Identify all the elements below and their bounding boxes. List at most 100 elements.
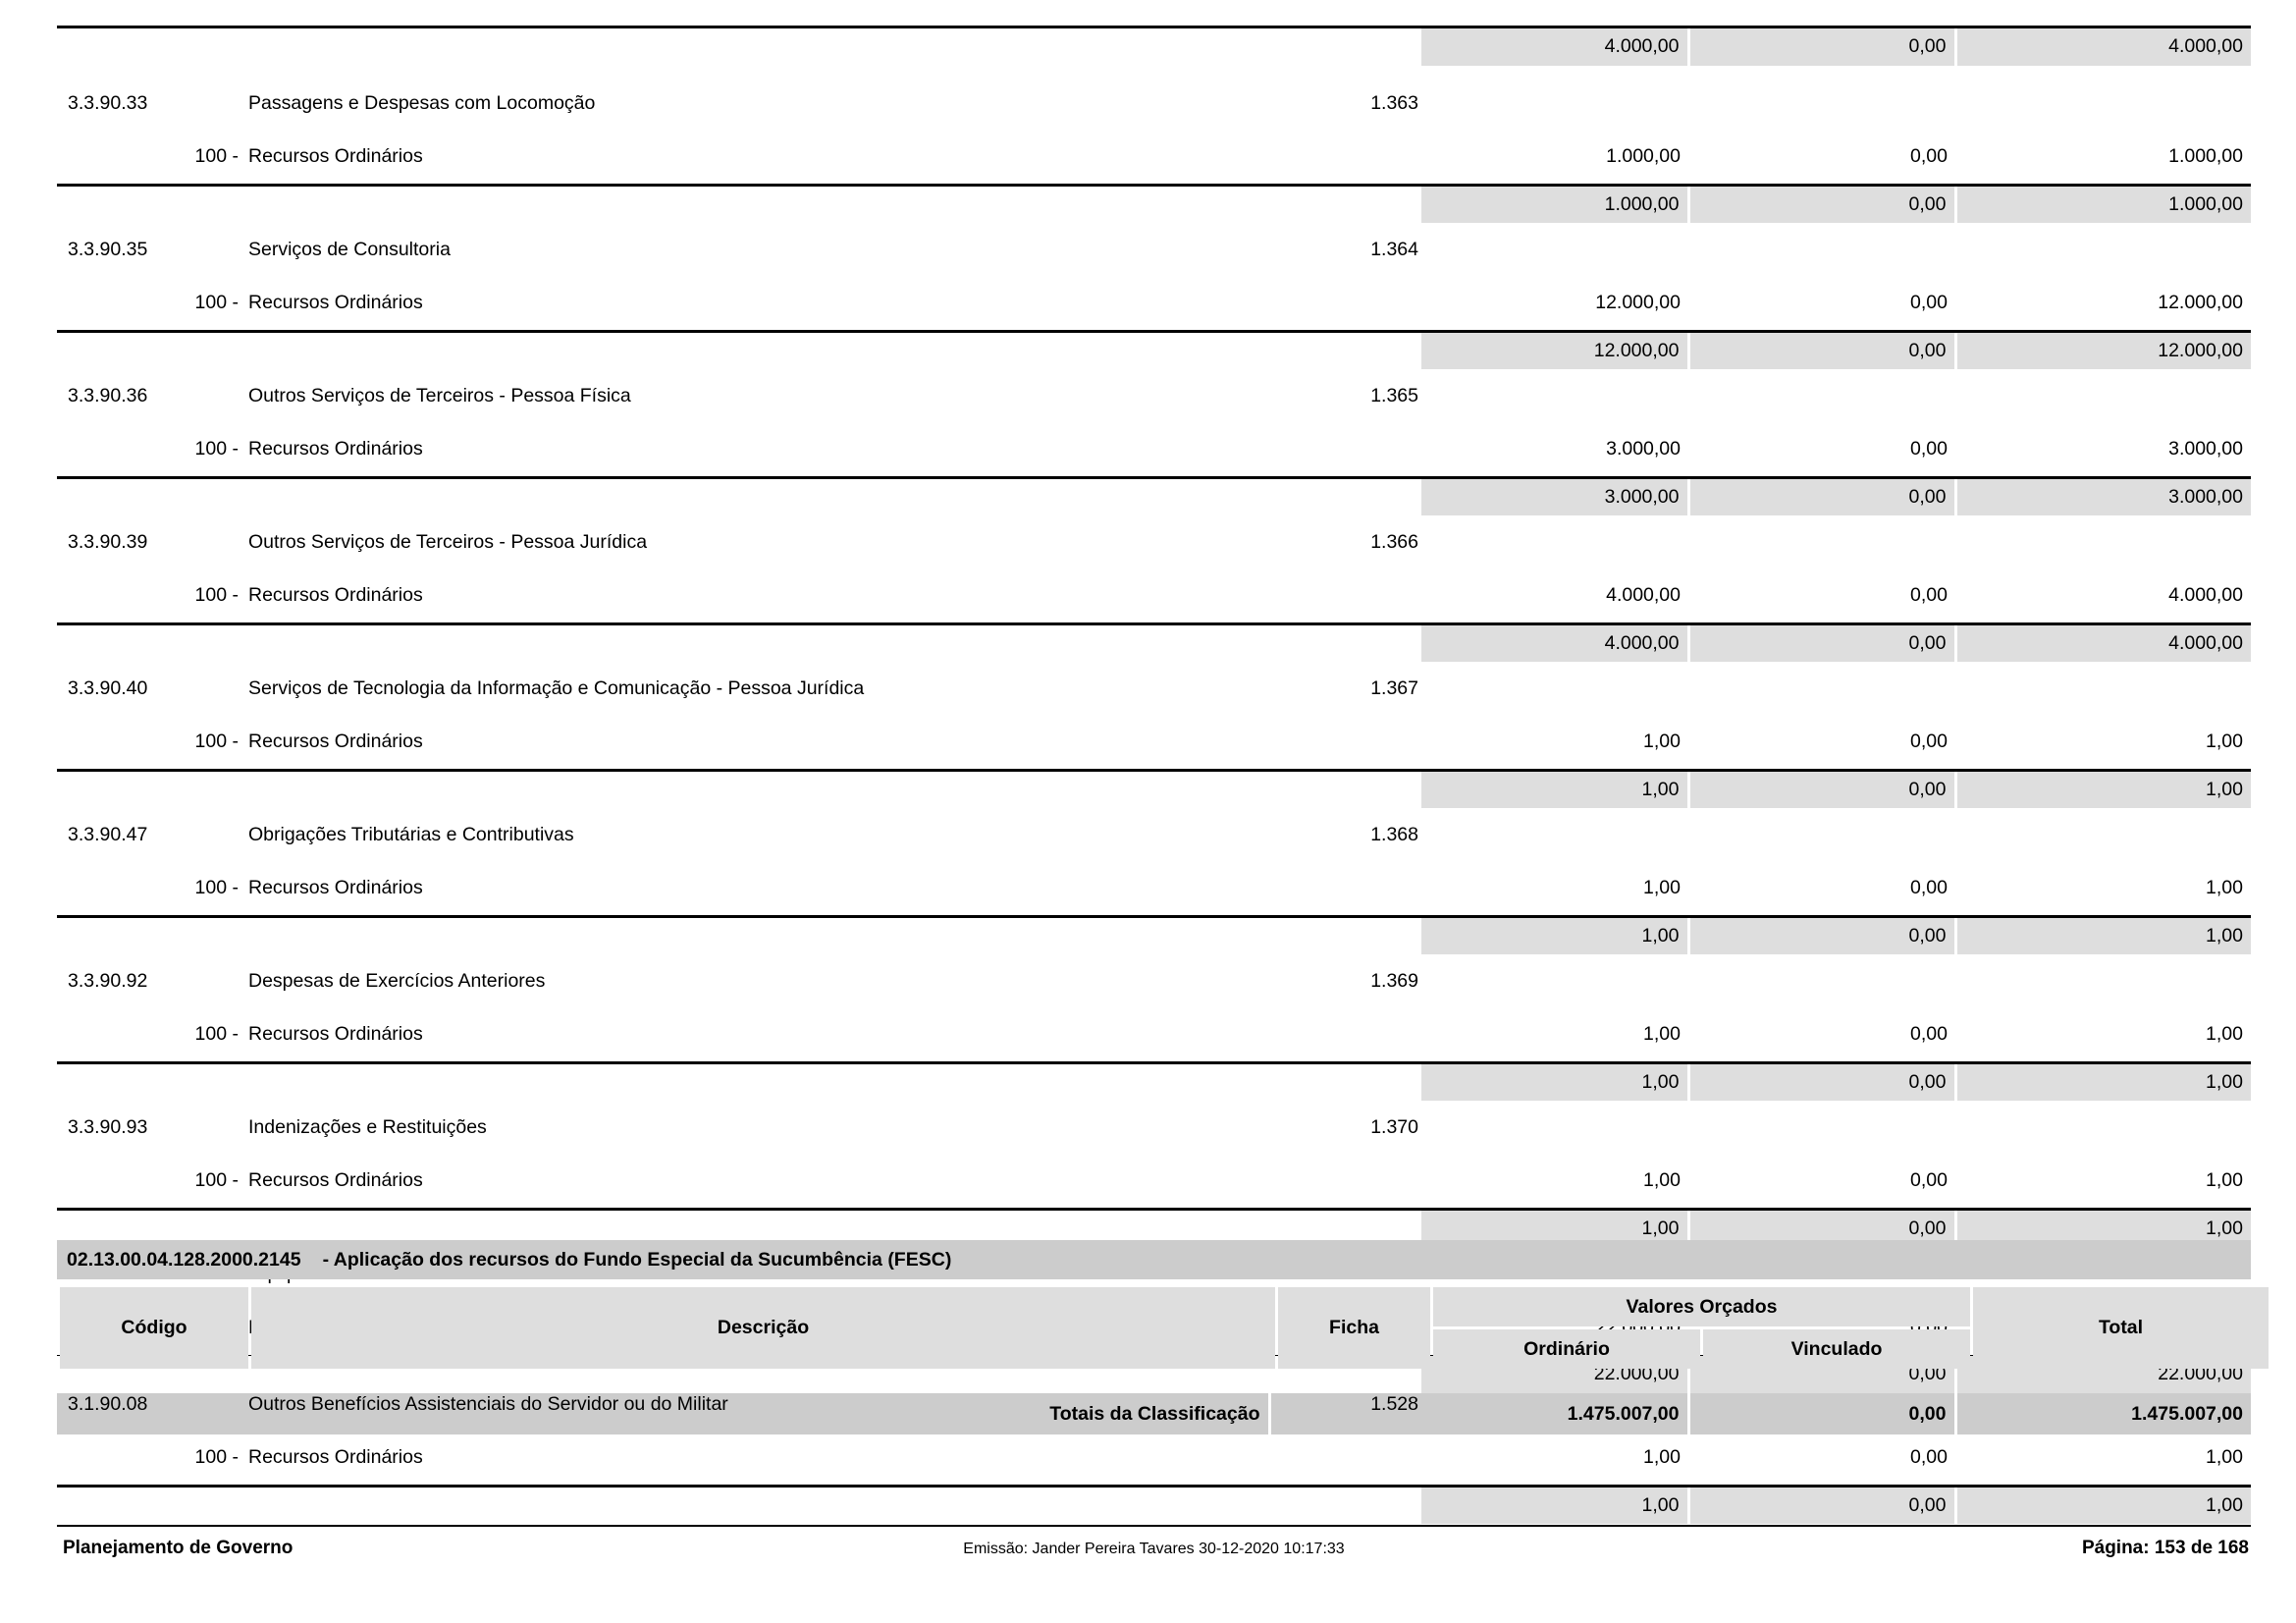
fonte-ordinario: 1,00 <box>1643 1169 1681 1192</box>
entry-descricao: Indenizações e Restituições <box>248 1116 487 1138</box>
fonte-code: 100 - <box>194 877 239 899</box>
subtotal-spacer <box>57 329 245 369</box>
totais-ordinario: 1.475.007,00 <box>1421 1393 1688 1434</box>
fonte-ordinario: 1,00 <box>1643 1023 1681 1046</box>
fonte-code: 100 - <box>194 145 239 168</box>
entry-codigo: 3.3.90.92 <box>68 970 148 992</box>
subtotal-spacer <box>1269 329 1421 369</box>
entry-row: 3.3.90.33 Passagens e Despesas com Locom… <box>57 77 2251 131</box>
entry-descricao: Despesas de Exercícios Anteriores <box>248 970 546 992</box>
totais-label: Totais da Classificação <box>245 1393 1269 1434</box>
header-vinculado: Vinculado <box>1703 1329 1971 1369</box>
subtotal-spacer <box>245 329 1269 369</box>
fonte-total: 1,00 <box>2206 730 2243 753</box>
totais-spacer <box>1267 1393 1421 1434</box>
subtotal-total: 1,00 <box>1953 1060 2251 1101</box>
subtotal-ordinario: 4.000,00 <box>1421 26 1688 66</box>
fonte-row: 100 - Recursos Ordinários 1,00 0,00 1,00 <box>57 1432 2251 1486</box>
fonte-name: Recursos Ordinários <box>248 584 423 607</box>
subtotal-spacer <box>245 1484 1269 1524</box>
subtotal-spacer <box>1269 1484 1421 1524</box>
entry-ordinario <box>1421 954 1688 1008</box>
subtotal-row: 1,00 0,00 1,00 <box>57 1484 2251 1524</box>
entry-codigo: 3.3.90.40 <box>68 677 148 699</box>
footer-department: Planejamento de Governo <box>63 1538 294 1558</box>
subtotal-ordinario: 1,00 <box>1421 768 1688 808</box>
entry-row: 3.3.90.47 Obrigações Tributárias e Contr… <box>57 808 2251 862</box>
subtotal-spacer <box>57 1060 245 1101</box>
entry-vinculado <box>1688 515 1955 569</box>
subtotal-ordinario: 12.000,00 <box>1421 329 1688 369</box>
subtotal-ordinario: 1.000,00 <box>1421 183 1688 223</box>
page-footer: Planejamento de Governo Emissão: Jander … <box>57 1534 2251 1573</box>
entry-descricao: Obrigações Tributárias e Contributivas <box>248 824 574 845</box>
fonte-total: 3.000,00 <box>2168 438 2243 460</box>
subtotal-ordinario: 1,00 <box>1421 1060 1688 1101</box>
subtotal-spacer <box>245 914 1269 954</box>
fonte-vinculado: 0,00 <box>1910 584 1948 607</box>
entry-ficha: 1.369 <box>1370 970 1418 992</box>
entry-codigo: 3.3.90.35 <box>68 239 148 260</box>
subtotal-total: 3.000,00 <box>1953 475 2251 515</box>
subtotal-row: 1,00 0,00 1,00 <box>57 1060 2251 1101</box>
subtotal-spacer <box>1269 622 1421 662</box>
fonte-ordinario: 3.000,00 <box>1606 438 1681 460</box>
subtotal-vinculado: 0,00 <box>1686 914 1955 954</box>
header-total: Total <box>1973 1287 2269 1369</box>
fonte-row: 100 - Recursos Ordinários 1,00 0,00 1,00 <box>57 1008 2251 1062</box>
subtotal-row: 4.000,00 0,00 4.000,00 <box>57 622 2251 662</box>
entry-total <box>1955 515 2251 569</box>
subtotal-ordinario: 3.000,00 <box>1421 475 1688 515</box>
fonte-ordinario: 1,00 <box>1643 877 1681 899</box>
entry-ficha: 1.370 <box>1370 1116 1418 1138</box>
subtotal-spacer <box>1269 914 1421 954</box>
header-ordinario: Ordinário <box>1433 1329 1700 1369</box>
fonte-ficha <box>1269 862 1421 916</box>
fonte-vinculado: 0,00 <box>1910 877 1948 899</box>
fonte-total: 1,00 <box>2206 1023 2243 1046</box>
fonte-row: 100 - Recursos Ordinários 12.000,00 0,00… <box>57 277 2251 331</box>
entry-vinculado <box>1688 1378 1955 1432</box>
fonte-name: Recursos Ordinários <box>248 438 423 460</box>
expense-entries-table: 3.3.90.33 Passagens e Despesas com Locom… <box>57 77 2251 1434</box>
subtotal-row: 3.000,00 0,00 3.000,00 <box>57 475 2251 515</box>
fonte-name: Recursos Ordinários <box>248 1169 423 1192</box>
subtotal-ordinario: 1,00 <box>1421 1484 1688 1524</box>
entry-vinculado <box>1688 369 1955 423</box>
entry-ficha: 1.366 <box>1370 531 1418 553</box>
subtotal-spacer <box>57 475 245 515</box>
subtotal-spacer <box>245 768 1269 808</box>
fonte-code: 100 - <box>194 1023 239 1046</box>
entry-ordinario <box>1421 369 1688 423</box>
section-band: 02.13.00.04.128.2000.2145 - Aplicação do… <box>57 1240 2251 1279</box>
entry-row: 3.3.90.36 Outros Serviços de Terceiros -… <box>57 369 2251 423</box>
entry-ficha: 1.365 <box>1370 385 1418 406</box>
entry-codigo: 3.3.90.39 <box>68 531 148 553</box>
entry-row: 3.3.90.35 Serviços de Consultoria 1.364 <box>57 223 2251 277</box>
fonte-ordinario: 1,00 <box>1643 1446 1681 1469</box>
totais-total: 1.475.007,00 <box>1953 1393 2251 1434</box>
subtotal-spacer <box>245 1060 1269 1101</box>
fonte-ficha <box>1269 277 1421 331</box>
fonte-name: Recursos Ordinários <box>248 1446 423 1469</box>
fonte-name: Recursos Ordinários <box>248 877 423 899</box>
subtotal-row: 1.000,00 0,00 1.000,00 <box>57 183 2251 223</box>
entry-codigo: 3.3.90.93 <box>68 1116 148 1138</box>
subtotal-total: 1,00 <box>1953 1484 2251 1524</box>
subtotal-spacer <box>57 768 245 808</box>
fonte-ordinario: 12.000,00 <box>1595 292 1681 314</box>
subtotal-row: 4.000,00 0,00 4.000,00 <box>57 26 2251 66</box>
header-codigo: Código <box>60 1287 248 1369</box>
entry-row: 3.3.90.93 Indenizações e Restituições 1.… <box>57 1101 2251 1155</box>
entry-total <box>1955 77 2251 131</box>
entry-ordinario <box>1421 1378 1688 1432</box>
fonte-row: 100 - Recursos Ordinários 1,00 0,00 1,00 <box>57 716 2251 770</box>
entry-descricao: Outros Benefícios Assistenciais do Servi… <box>248 1393 728 1415</box>
subtotal-spacer <box>1269 183 1421 223</box>
fonte-code: 100 - <box>194 1169 239 1192</box>
entry-vinculado <box>1688 77 1955 131</box>
entry-vinculado <box>1688 808 1955 862</box>
entry-total <box>1955 223 2251 277</box>
fonte-code: 100 - <box>194 584 239 607</box>
subtotal-total: 4.000,00 <box>1953 26 2251 66</box>
